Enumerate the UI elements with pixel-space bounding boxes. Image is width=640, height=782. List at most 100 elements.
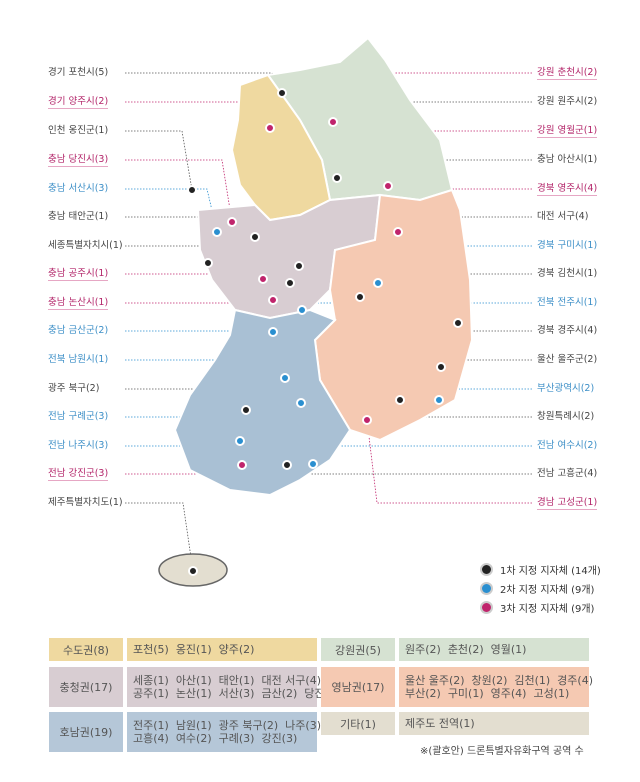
leader-line: [125, 502, 194, 572]
leader-line: [125, 130, 193, 191]
leader-line: [366, 419, 532, 504]
location-label: 전남 강진군(3): [48, 468, 109, 481]
location-label: 제주특별자치도(1): [48, 497, 123, 508]
legend-item-2: 2차 지정 지자체 (9개): [480, 579, 601, 598]
table-region-name: 기타(1): [321, 712, 395, 735]
table-item-line: 고흥(4) 여수(2) 구례(3) 강진(3): [133, 732, 298, 745]
location-marker: [268, 295, 278, 305]
table-region-items: 포천(5) 옹진(1) 양주(2): [127, 638, 317, 661]
location-label: 경북 김천시(1): [537, 268, 598, 279]
location-label: 세종특별자치시(1): [48, 240, 123, 251]
table-region-name: 충청권(17): [49, 667, 123, 707]
location-label: 충남 당진시(3): [48, 154, 109, 167]
table-region-items: 울산 울주(2) 창원(2) 김천(1) 경주(4) 부산(2) 구미(1) 영주…: [399, 667, 593, 707]
location-label: 충남 아산시(1): [537, 154, 598, 165]
legend-item-3: 3차 지정 지자체 (9개): [480, 598, 601, 617]
location-label: 경기 양주시(2): [48, 96, 109, 109]
region-honam: [173, 308, 352, 497]
location-marker: [277, 88, 287, 98]
blue-dot-icon: [480, 582, 493, 595]
location-marker: [227, 217, 237, 227]
location-label: 전남 나주시(3): [48, 440, 109, 451]
table-item-line: 공주(1) 논산(1) 서산(3) 금산(2) 당진(3): [133, 687, 341, 700]
location-label: 충남 태안군(1): [48, 211, 109, 222]
leader-line: [286, 464, 532, 475]
region-yeongnam: [313, 188, 474, 442]
leader-line: [125, 72, 283, 94]
location-label: 경북 영주시(4): [537, 183, 598, 196]
location-label: 전남 구례군(3): [48, 411, 109, 422]
leader-line: [125, 216, 209, 264]
location-label: 전남 여수시(2): [537, 440, 598, 451]
location-marker: [241, 405, 251, 415]
location-label: 광주 북구(2): [48, 383, 100, 394]
location-label: 강원 춘천시(2): [537, 67, 598, 80]
location-label: 강원 원주시(2): [537, 96, 598, 107]
location-marker: [395, 395, 405, 405]
location-marker: [434, 395, 444, 405]
location-marker: [235, 436, 245, 446]
table-region-name: 호남권(19): [49, 712, 123, 752]
location-label: 충남 서산시(3): [48, 183, 109, 194]
location-marker: [373, 278, 383, 288]
location-label: 전남 고흥군(4): [537, 468, 598, 479]
table-item-line: 울산 울주(2) 창원(2) 김천(1) 경주(4): [405, 674, 594, 687]
table-region-items: 세종(1) 아산(1) 태안(1) 대전 서구(4) 공주(1) 논산(1) 서산…: [127, 667, 340, 707]
table-item-line: 세종(1) 아산(1) 태안(1) 대전 서구(4): [133, 674, 322, 687]
location-marker: [250, 232, 260, 242]
location-marker: [362, 415, 372, 425]
location-marker: [393, 227, 403, 237]
location-marker: [294, 261, 304, 271]
table-region-items: 원주(2) 춘천(2) 영월(1): [399, 638, 589, 661]
location-marker: [328, 117, 338, 127]
location-marker: [285, 278, 295, 288]
location-marker: [436, 362, 446, 372]
location-marker: [258, 274, 268, 284]
location-label: 강원 영월군(1): [537, 125, 598, 138]
leader-line: [312, 445, 532, 465]
location-marker: [297, 305, 307, 315]
table-region-name: 강원권(5): [321, 638, 395, 661]
location-marker: [188, 566, 198, 576]
table-item-line: 전주(1) 남원(1) 광주 북구(2) 나주(3): [133, 719, 322, 732]
location-marker: [332, 173, 342, 183]
location-label: 울산 울주군(2): [537, 354, 598, 365]
location-label: 충남 공주시(1): [48, 268, 109, 281]
footnote: ※(괄호안) 드론특별자유화구역 공역 수: [420, 746, 584, 757]
location-label: 충남 금산군(2): [48, 325, 109, 336]
legend-item-1: 1차 지정 지자체 (14개): [480, 560, 601, 579]
table-item-line: 부산(2) 구미(1) 영주(4) 고성(1): [405, 687, 570, 700]
location-label: 전북 전주시(1): [537, 297, 598, 308]
location-label: 경남 고성군(1): [537, 497, 598, 510]
table-item-line: 원주(2) 춘천(2) 영월(1): [405, 643, 527, 656]
location-marker: [355, 292, 365, 302]
black-dot-icon: [480, 563, 493, 576]
table-region-name: 영남권(17): [321, 667, 395, 707]
magenta-dot-icon: [480, 601, 493, 614]
location-marker: [187, 185, 197, 195]
location-label: 경북 구미시(1): [537, 240, 598, 251]
leader-line: [125, 159, 233, 223]
location-marker: [383, 181, 393, 191]
location-marker: [268, 327, 278, 337]
location-label: 충남 논산시(1): [48, 297, 109, 310]
leader-line: [438, 388, 532, 401]
location-label: 경기 포천시(5): [48, 67, 109, 78]
table-item-line: 포천(5) 옹진(1) 양주(2): [133, 643, 255, 656]
location-marker: [308, 459, 318, 469]
location-marker: [237, 460, 247, 470]
location-label: 경북 경주시(4): [537, 325, 598, 336]
table-region-items: 전주(1) 남원(1) 광주 북구(2) 나주(3) 고흥(4) 여수(2) 구례…: [127, 712, 321, 752]
location-marker: [296, 398, 306, 408]
location-label: 창원특례시(2): [537, 411, 595, 422]
location-label: 인천 옹진군(1): [48, 125, 109, 136]
location-marker: [282, 460, 292, 470]
location-marker: [212, 227, 222, 237]
location-label: 대전 서구(4): [537, 211, 589, 222]
location-marker: [453, 318, 463, 328]
location-label: 부산광역시(2): [537, 383, 595, 394]
table-region-items: 제주도 전역(1): [399, 712, 589, 735]
location-label: 전북 남원시(1): [48, 354, 109, 365]
legend: 1차 지정 지자체 (14개) 2차 지정 지자체 (9개) 3차 지정 지자체…: [480, 560, 601, 617]
